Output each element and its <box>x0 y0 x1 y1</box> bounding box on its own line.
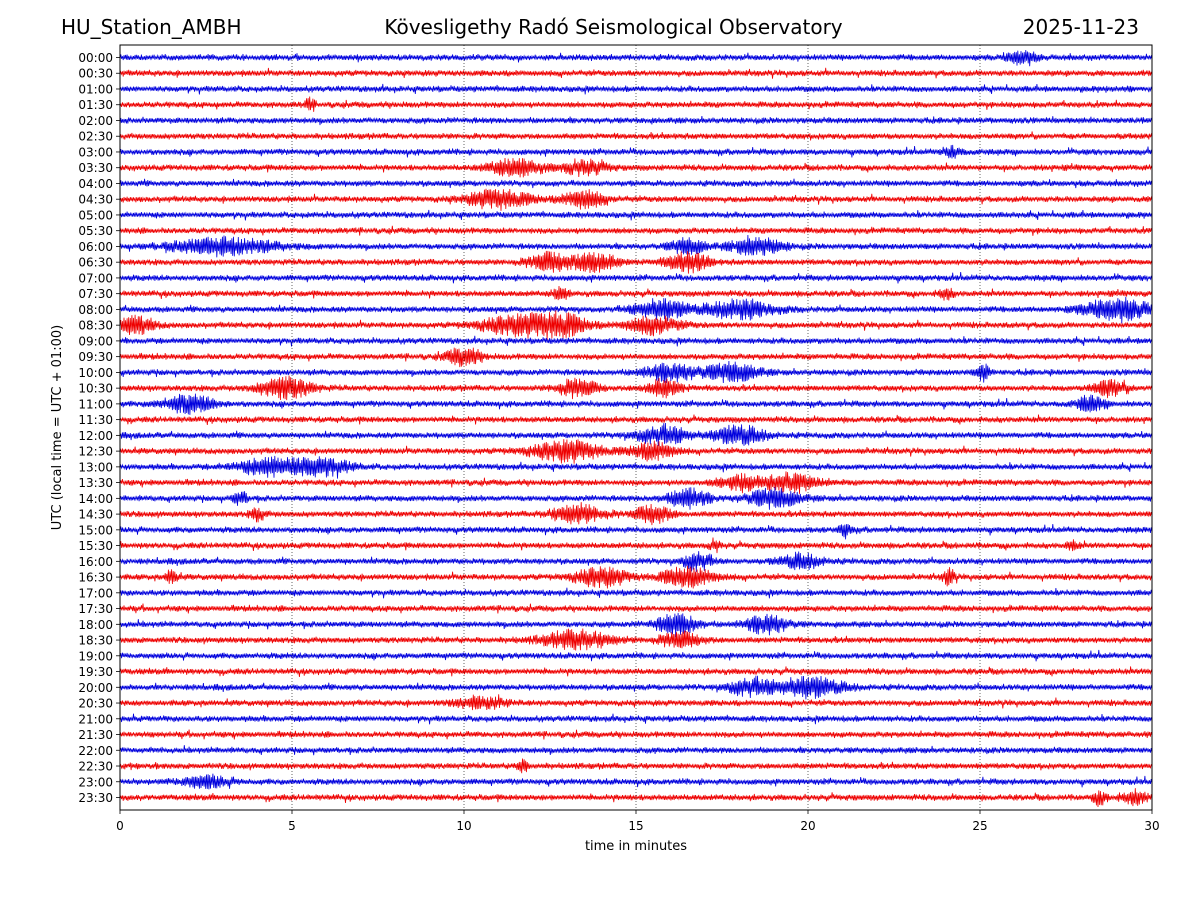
y-tick-label: 12:00 <box>78 429 113 443</box>
x-tick-label: 20 <box>800 819 815 833</box>
y-tick-label: 22:00 <box>78 744 113 758</box>
trace-0400 <box>119 178 1153 189</box>
trace-0830 <box>119 310 1153 341</box>
y-tick-label: 13:30 <box>78 476 113 490</box>
y-tick-label: 06:00 <box>78 240 113 254</box>
trace-0800 <box>119 296 1153 324</box>
y-tick-label: 10:30 <box>78 382 113 396</box>
y-tick-label: 10:00 <box>78 366 113 380</box>
y-tick-label: 08:30 <box>78 319 113 333</box>
y-tick-label: 23:30 <box>78 791 113 805</box>
y-tick-label: 18:00 <box>78 618 113 632</box>
y-tick-label: 03:00 <box>78 145 113 159</box>
trace-0100 <box>119 83 1153 95</box>
y-tick-label: 20:00 <box>78 681 113 695</box>
trace-0730 <box>119 285 1153 301</box>
y-tick-label: 09:00 <box>78 334 113 348</box>
x-tick-label: 25 <box>972 819 987 833</box>
y-tick-label: 01:00 <box>78 82 113 96</box>
grid-group <box>291 45 981 810</box>
y-tick-label: 04:30 <box>78 193 113 207</box>
trace-1330 <box>119 471 1153 494</box>
y-tick-label: 18:30 <box>78 634 113 648</box>
y-tick-label: 09:30 <box>78 350 113 364</box>
y-tick-label: 20:30 <box>78 697 113 711</box>
y-tick-label: 16:00 <box>78 555 113 569</box>
y-tick-label: 21:30 <box>78 728 113 742</box>
y-tick-label: 17:00 <box>78 586 113 600</box>
y-tick-label: 15:00 <box>78 523 113 537</box>
y-tick-label: 03:30 <box>78 161 113 175</box>
y-tick-label: 14:30 <box>78 508 113 522</box>
y-tick-label: 13:00 <box>78 460 113 474</box>
y-tick-label: 02:00 <box>78 114 113 128</box>
y-tick-label: 15:30 <box>78 539 113 553</box>
y-tick-label: 19:30 <box>78 665 113 679</box>
x-tick-label: 5 <box>288 819 296 833</box>
y-tick-label: 16:30 <box>78 571 113 585</box>
chart-title: Kövesligethy Radó Seismological Observat… <box>384 15 843 39</box>
y-tick-label: 05:30 <box>78 224 113 238</box>
trace-0500 <box>119 209 1153 221</box>
y-tick-label: 01:30 <box>78 98 113 112</box>
x-tick-label: 15 <box>628 819 643 833</box>
y-tick-label: 07:00 <box>78 271 113 285</box>
y-tick-label: 04:00 <box>78 177 113 191</box>
y-tick-label: 07:30 <box>78 287 113 301</box>
trace-2100 <box>119 713 1153 725</box>
trace-0000 <box>119 49 1153 67</box>
trace-1700 <box>119 587 1153 599</box>
y-tick-label: 14:00 <box>78 492 113 506</box>
trace-1800 <box>119 612 1153 638</box>
y-tick-label: 00:00 <box>78 51 113 65</box>
trace-1730 <box>119 603 1153 614</box>
station-name: HU_Station_AMBH <box>61 15 242 39</box>
x-axis: 0 5 10 15 20 25 30 <box>116 810 1160 833</box>
y-tick-label: 05:00 <box>78 208 113 222</box>
trace-1500 <box>119 523 1153 540</box>
trace-0900 <box>119 335 1153 347</box>
y-tick-label: 19:00 <box>78 649 113 663</box>
y-tick-label: 23:00 <box>78 775 113 789</box>
trace-0330 <box>119 157 1153 178</box>
y-tick-label: 11:30 <box>78 413 113 427</box>
y-tick-label: 11:00 <box>78 397 113 411</box>
y-tick-label: 12:30 <box>78 445 113 459</box>
y-tick-label: 22:30 <box>78 760 113 774</box>
y-tick-label: 08:00 <box>78 303 113 317</box>
x-tick-label: 0 <box>116 819 124 833</box>
trace-1530 <box>119 537 1153 554</box>
trace-2200 <box>119 745 1153 756</box>
chart-date: 2025-11-23 <box>1022 15 1139 39</box>
y-tick-label: 00:30 <box>78 67 113 81</box>
trace-2000 <box>119 675 1153 700</box>
trace-0130 <box>119 96 1153 112</box>
y-tick-label: 21:00 <box>78 712 113 726</box>
trace-2130 <box>119 729 1153 740</box>
y-tick-label: 17:30 <box>78 602 113 616</box>
y-tick-label: 06:30 <box>78 256 113 270</box>
x-tick-label: 30 <box>1144 819 1159 833</box>
x-tick-label: 10 <box>456 819 471 833</box>
x-axis-label: time in minutes <box>585 839 687 854</box>
y-axis-label: UTC (local time = UTC + 01:00) <box>50 325 65 530</box>
y-tick-label: 02:30 <box>78 130 113 144</box>
trace-2330 <box>119 788 1153 808</box>
